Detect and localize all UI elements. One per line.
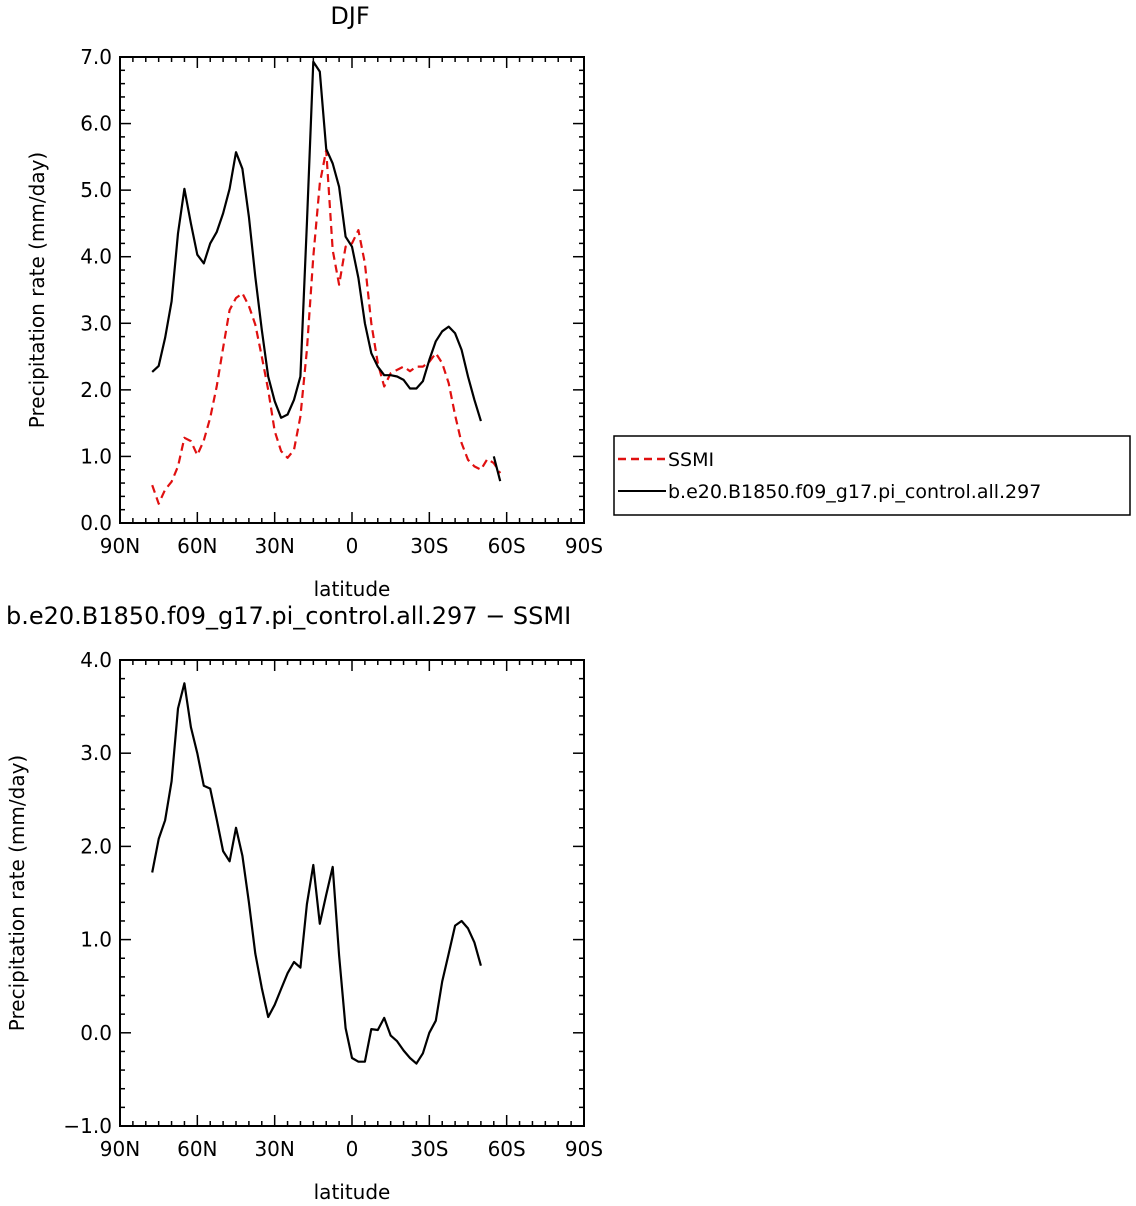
tick-marks: 90N 60N 30N 0 30S 60S 90S −1.0 0.0 1.0 2.0 3.0 4.0 xyxy=(63,648,603,1161)
y-tick-label: 1.0 xyxy=(80,928,112,952)
legend-box xyxy=(613,435,1131,516)
x-tick-label: 90S xyxy=(565,1137,603,1161)
x-tick-label: 0 xyxy=(346,534,359,558)
x-tick-label: 30S xyxy=(410,534,448,558)
y-axis-label: Precipitation rate (mm/day) xyxy=(5,755,29,1031)
chart-title: DJF xyxy=(330,2,369,30)
x-tick-label: 90N xyxy=(100,534,140,558)
y-tick-label: 0.0 xyxy=(80,1021,112,1045)
y-tick-label: 2.0 xyxy=(80,834,112,858)
chart-panel-bottom: b.e20.B1850.f09_g17.pi_control.all.297 −… xyxy=(5,602,603,1204)
x-tick-label: 30N xyxy=(254,1137,294,1161)
x-tick-label: 90S xyxy=(565,534,603,558)
y-tick-label: 3.0 xyxy=(80,741,112,765)
y-tick-label: 4.0 xyxy=(80,245,112,269)
x-axis-label: latitude xyxy=(314,1180,391,1204)
legend-label-model: b.e20.B1850.f09_g17.pi_control.all.297 xyxy=(668,481,1041,503)
y-tick-label: 2.0 xyxy=(80,378,112,402)
x-tick-label: 60S xyxy=(488,1137,526,1161)
y-tick-label: 5.0 xyxy=(80,178,112,202)
x-axis-label: latitude xyxy=(314,577,391,601)
plot-frame xyxy=(119,56,585,524)
y-tick-label: 6.0 xyxy=(80,112,112,136)
series-line-0 xyxy=(151,682,482,1065)
series-line-1 xyxy=(492,456,502,482)
x-tick-label: 0 xyxy=(346,1137,359,1161)
chart-title: b.e20.B1850.f09_g17.pi_control.all.297 −… xyxy=(6,602,571,630)
x-tick-label: 60S xyxy=(488,534,526,558)
x-tick-label: 30N xyxy=(254,534,294,558)
legend-label-ssmi: SSMI xyxy=(668,449,714,471)
x-tick-label: 60N xyxy=(177,534,217,558)
y-tick-label: 4.0 xyxy=(80,648,112,672)
series-group xyxy=(151,60,502,505)
chart-panel-top: DJF 90N 60N 30N 0 30S 60S 90S 0.0 1.0 2.0 3.0 4.0 5.… xyxy=(25,2,603,601)
series-group xyxy=(151,682,482,1065)
x-tick-label: 60N xyxy=(177,1137,217,1161)
y-tick-label: 7.0 xyxy=(80,45,112,69)
legend: SSMI b.e20.B1850.f09_g17.pi_control.all.… xyxy=(613,435,1131,516)
series-line-1 xyxy=(151,60,482,422)
y-axis-label: Precipitation rate (mm/day) xyxy=(25,152,49,428)
y-tick-label: 0.0 xyxy=(80,511,112,535)
x-tick-label: 90N xyxy=(100,1137,140,1161)
y-tick-label: 3.0 xyxy=(80,311,112,335)
tick-marks: 90N 60N 30N 0 30S 60S 90S 0.0 1.0 2.0 3.0 4.0 5.0 6.0… xyxy=(80,45,603,558)
x-tick-label: 30S xyxy=(410,1137,448,1161)
y-tick-label: −1.0 xyxy=(63,1114,112,1138)
y-tick-label: 1.0 xyxy=(80,444,112,468)
